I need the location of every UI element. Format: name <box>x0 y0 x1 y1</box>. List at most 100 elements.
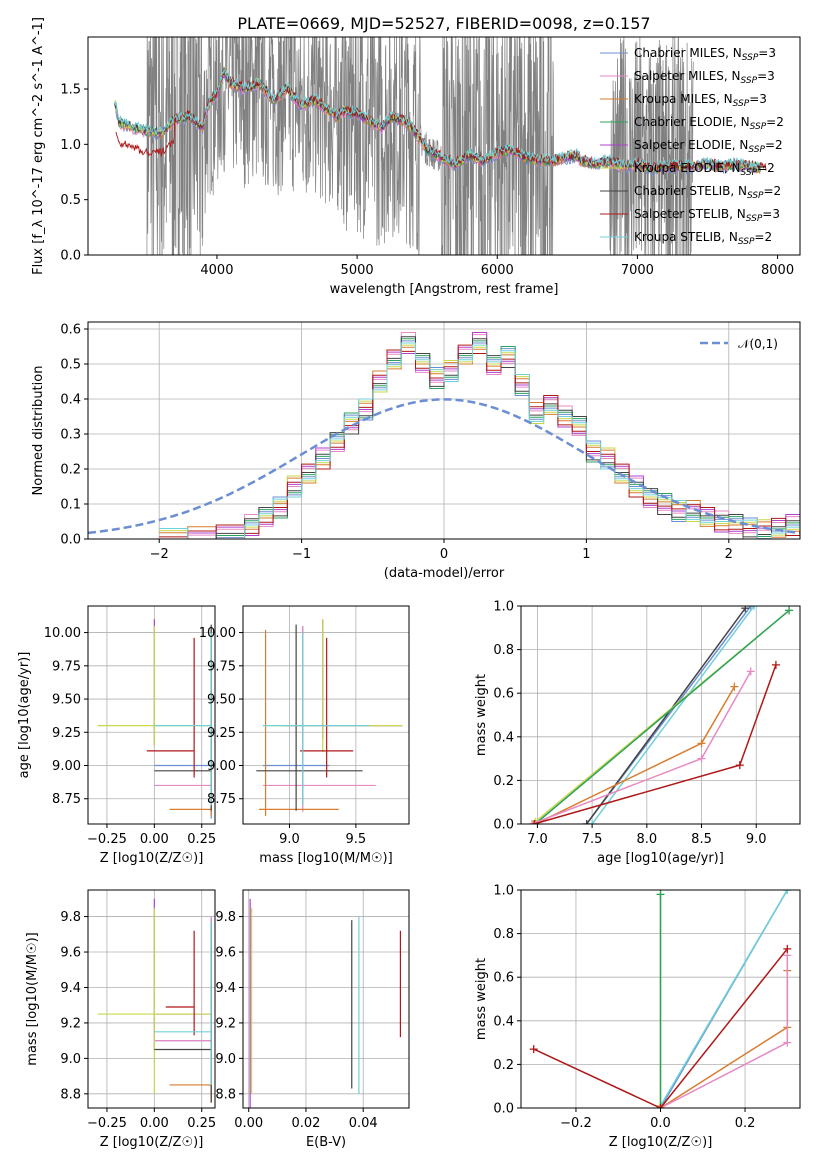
mass-vs-ebv-frame: 0.00 0.02 0.04 8.8 9.0 9.2 9.4 9.6 9.8 E(B-V) <box>215 889 410 1150</box>
x-axis-label: wavelength [Angstrom, rest frame] <box>330 282 559 297</box>
x-tick-label: 8.0 <box>636 832 657 847</box>
y-tick-label: 8.75 <box>52 792 81 807</box>
data-point-marker <box>730 682 739 691</box>
y-tick-label: 9.25 <box>207 726 236 741</box>
spectrum-frame: 4000 5000 6000 7000 8000 0.0 0.5 1.0 1.5 waveleng… <box>31 17 801 297</box>
x-axis-label: mass [log10(M/M☉)] <box>259 851 392 866</box>
residuals-plot <box>88 332 800 539</box>
model-spectrum-8 <box>114 69 761 170</box>
panel-mass-weight-vs-z: −0.2 0.0 0.2 0.0 0.2 0.4 0.6 0.8 1.0 Z [log10(Z/Z… <box>474 884 801 1150</box>
data-point-marker <box>783 944 792 953</box>
y-tick-label: 9.0 <box>215 1052 236 1067</box>
legend-entry: Kroupa ELODIE, NSSP=2 <box>634 161 775 178</box>
x-tick-label: 4000 <box>200 263 233 278</box>
x-tick-label: −1 <box>292 547 311 562</box>
data-point-marker <box>735 761 744 770</box>
legend-entry: 𝒩(0,1) <box>738 337 778 351</box>
x-tick-label: 9.0 <box>279 832 300 847</box>
residual-histogram-2 <box>159 346 800 539</box>
axes-frame <box>520 605 801 825</box>
x-tick-label: 7.5 <box>582 832 603 847</box>
y-tick-label: 9.0 <box>60 1052 81 1067</box>
y-tick-label: 9.4 <box>60 981 81 996</box>
y-tick-label: 0.6 <box>493 687 514 702</box>
x-tick-label: 0.04 <box>349 1116 378 1131</box>
y-tick-label: 0.0 <box>493 818 514 833</box>
data-point-marker <box>656 1104 665 1108</box>
legend-entry: Salpeter MILES, NSSP=3 <box>634 69 775 86</box>
x-tick-label: 7.0 <box>527 832 548 847</box>
y-tick-label: 1.0 <box>493 884 514 899</box>
panel-mass-vs-ebv: 0.00 0.02 0.04 8.8 9.0 9.2 9.4 9.6 9.8 E(B-V) <box>215 889 410 1150</box>
model-spectrum-7 <box>115 68 767 172</box>
y-tick-label: 0.0 <box>60 249 81 264</box>
y-axis-label: age [log10(age/yr)] <box>17 652 32 779</box>
data-point-marker <box>785 606 794 615</box>
mass-weight-vs-z-frame: −0.2 0.0 0.2 0.0 0.2 0.4 0.6 0.8 1.0 Z [log10(Z/Z… <box>474 884 801 1150</box>
y-tick-label: 0.0 <box>493 1102 514 1117</box>
x-axis-label: (data-model)/error <box>384 566 505 581</box>
data-point-marker <box>588 820 597 824</box>
axes-frame <box>87 889 216 1109</box>
x-tick-label: 7000 <box>621 263 654 278</box>
legend-entry: Kroupa MILES, NSSP=3 <box>634 92 767 109</box>
x-tick-label: 5000 <box>341 263 374 278</box>
x-axis-label: E(B-V) <box>306 1135 346 1150</box>
y-axis-label: Normed distribution <box>31 366 46 496</box>
y-tick-label: 0.4 <box>493 1014 514 1029</box>
x-tick-label: 0.02 <box>291 1116 320 1131</box>
y-tick-label: 9.2 <box>60 1016 81 1031</box>
x-tick-label: −2 <box>150 547 169 562</box>
y-tick-label: 9.50 <box>52 693 81 708</box>
x-tick-label: 0.25 <box>187 832 216 847</box>
data-point-marker <box>530 820 539 824</box>
y-tick-label: 1.0 <box>60 138 81 153</box>
mass-weight-line-4 <box>534 609 790 824</box>
spectrum-plot <box>114 37 767 255</box>
legend-entry: Kroupa STELIB, NSSP=2 <box>634 230 772 247</box>
x-tick-label: 2 <box>725 547 733 562</box>
data-point-marker <box>582 820 591 824</box>
y-tick-label: 9.25 <box>52 726 81 741</box>
y-tick-label: 0.8 <box>493 643 514 658</box>
y-tick-label: 0.5 <box>60 358 81 373</box>
x-tick-label: 0.25 <box>187 1116 216 1131</box>
y-tick-label: 9.6 <box>60 946 81 961</box>
mass-weight-vs-age-frame: 7.0 7.5 8.0 8.5 9.0 0.0 0.2 0.4 0.6 0.8 1.0 age [lo… <box>474 600 801 866</box>
mass-vs-z-frame: −0.25 0.00 0.25 8.8 9.0 9.2 9.4 9.6 9.8 Z [log10(… <box>25 889 216 1150</box>
legend-entry: Chabrier MILES, NSSP=3 <box>634 46 776 63</box>
y-tick-label: 9.8 <box>215 910 236 925</box>
y-tick-label: 0.4 <box>60 393 81 408</box>
panel-age-vs-z: −0.25 0.00 0.25 8.75 9.00 9.25 9.50 9.75 10.00 Z … <box>17 605 216 866</box>
y-tick-label: 0.0 <box>60 533 81 548</box>
age-vs-mass-grid <box>243 606 409 824</box>
y-tick-label: 8.8 <box>60 1087 81 1102</box>
data-point-marker <box>697 739 706 748</box>
y-tick-label: 9.8 <box>60 910 81 925</box>
x-tick-label: 0.0 <box>650 1116 671 1131</box>
residual-histogram-3 <box>159 338 800 539</box>
y-tick-label: 8.8 <box>215 1087 236 1102</box>
axes-frame <box>87 605 216 825</box>
mass-weight-line-6 <box>531 671 752 824</box>
mass-vs-ebv-grid <box>243 890 409 1108</box>
y-tick-label: 0.4 <box>493 730 514 745</box>
x-tick-label: 6000 <box>481 263 514 278</box>
y-tick-label: 8.75 <box>207 792 236 807</box>
x-tick-label: 0.00 <box>140 1116 169 1131</box>
panel-spectrum: 4000 5000 6000 7000 8000 0.0 0.5 1.0 1.5 waveleng… <box>31 17 801 297</box>
residual-histogram-6 <box>159 336 800 539</box>
x-axis-label: Z [log10(Z/Z☉)] <box>100 851 204 866</box>
mass-weight-line-1 <box>591 606 755 824</box>
x-tick-label: −0.2 <box>560 1116 592 1131</box>
legend-entry: Chabrier ELODIE, NSSP=2 <box>634 115 784 132</box>
y-tick-label: 0.6 <box>60 323 81 338</box>
axes-frame <box>87 36 801 256</box>
y-tick-label: 10.00 <box>199 626 236 641</box>
x-axis-label: Z [log10(Z/Z☉)] <box>609 1135 713 1150</box>
legend: Chabrier MILES, NSSP=3 Salpeter MILES, NS… <box>600 46 784 247</box>
y-tick-label: 9.75 <box>52 659 81 674</box>
age-vs-z-frame: −0.25 0.00 0.25 8.75 9.00 9.25 9.50 9.75 10.00 Z … <box>17 605 216 866</box>
y-tick-label: 9.6 <box>215 946 236 961</box>
